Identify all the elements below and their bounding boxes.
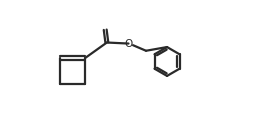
- Text: O: O: [124, 39, 133, 49]
